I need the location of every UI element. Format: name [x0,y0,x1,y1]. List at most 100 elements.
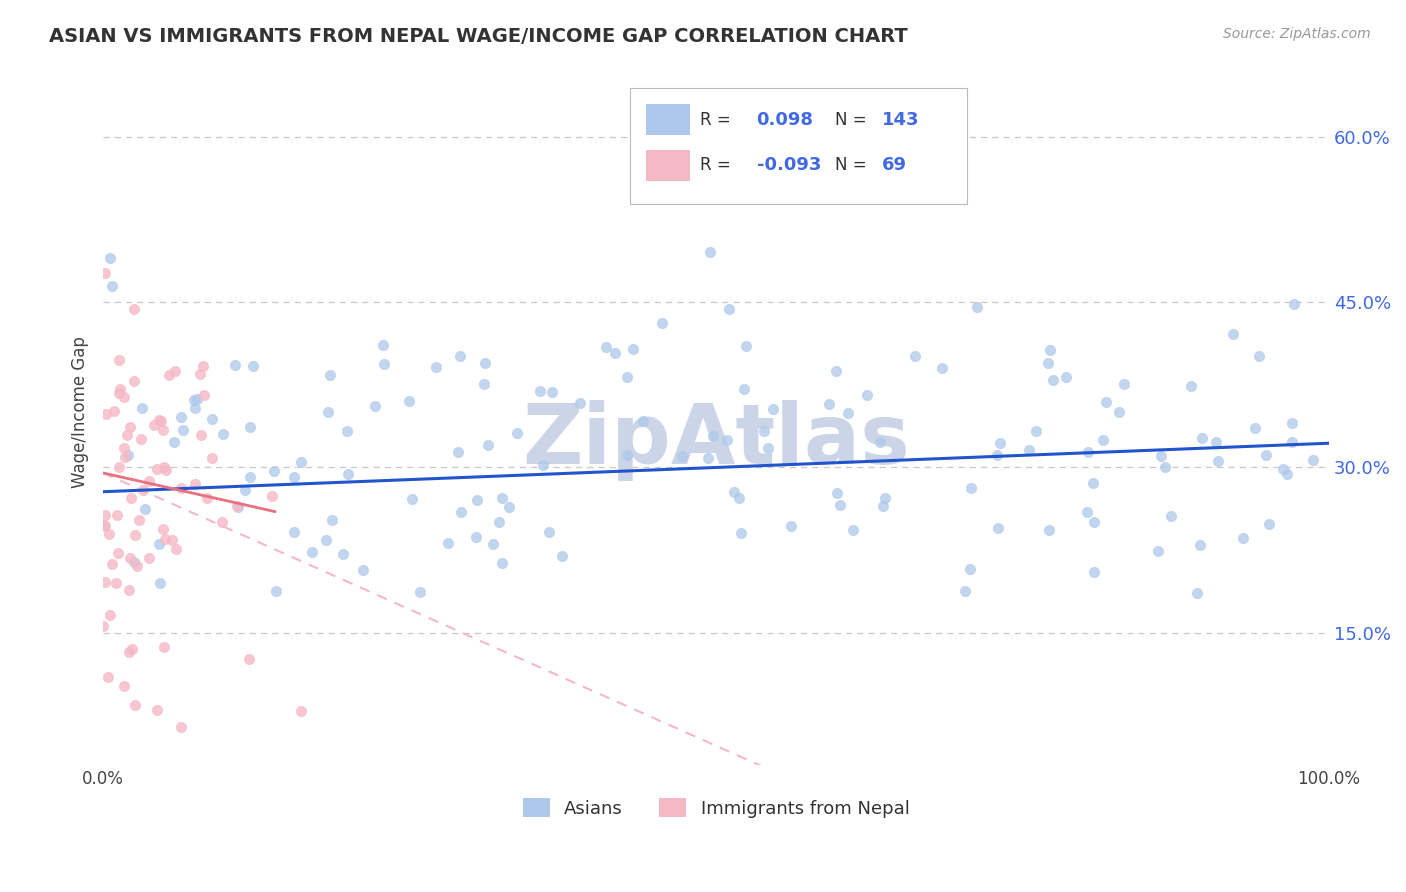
Point [953,584,976,599]
Point [449,349,471,363]
Point [97,670,120,684]
Point [315,533,337,547]
Point [100,279,122,293]
Point [112,679,135,693]
Point [163,434,186,449]
Point [124,698,146,712]
Point [531,458,554,472]
Legend: Asians, Immigrants from Nepal: Asians, Immigrants from Nepal [516,791,917,825]
Point [153,460,176,475]
Point [124,555,146,569]
Point [142,418,165,433]
Point [120,491,142,505]
Point [966,300,988,314]
Point [872,499,894,513]
Point [1108,405,1130,419]
Point [108,382,131,396]
Point [98,526,121,541]
Text: N =: N = [835,111,866,128]
Point [290,704,312,718]
Point [239,470,262,484]
Point [1272,462,1295,476]
Point [193,387,215,401]
Point [131,401,153,415]
Point [631,414,654,428]
Point [723,484,745,499]
Point [283,470,305,484]
Point [117,644,139,658]
Point [1160,509,1182,524]
Point [150,414,173,428]
Point [172,423,194,437]
Point [780,519,803,533]
Point [352,563,374,577]
Point [165,542,187,557]
FancyBboxPatch shape [647,104,690,135]
Point [1054,370,1077,384]
Point [465,530,488,544]
Point [616,370,638,384]
Point [1147,544,1170,558]
Point [107,546,129,560]
Point [138,551,160,566]
Point [1091,434,1114,448]
Point [1284,297,1306,311]
Point [491,491,513,505]
Point [138,474,160,488]
Point [301,545,323,559]
Point [1076,505,1098,519]
Point [754,424,776,438]
Point [112,390,135,404]
Point [1222,326,1244,341]
Point [728,491,751,505]
Text: N =: N = [835,156,866,175]
Point [127,558,149,573]
Text: 143: 143 [882,111,920,128]
Point [316,405,339,419]
Text: -0.093: -0.093 [756,156,821,175]
Point [1025,425,1047,439]
Point [482,537,505,551]
Point [364,399,387,413]
Point [828,498,851,512]
Text: R =: R = [700,156,731,175]
Point [183,401,205,415]
Point [98,251,121,265]
Point [170,409,193,424]
Point [201,412,224,426]
Point [1257,517,1279,532]
Point [1247,349,1270,363]
Point [263,465,285,479]
Point [488,515,510,529]
Point [702,429,724,443]
Text: ASIAN VS IMMIGRANTS FROM NEPAL WAGE/INCOME GAP CORRELATION CHART: ASIAN VS IMMIGRANTS FROM NEPAL WAGE/INCO… [49,27,908,45]
Point [242,359,264,373]
Point [212,426,235,441]
Text: R =: R = [700,111,731,128]
Point [856,388,879,402]
Point [873,491,896,506]
Point [730,525,752,540]
Point [170,481,193,495]
Point [472,376,495,391]
Point [118,582,141,597]
Text: 0.098: 0.098 [756,111,814,128]
Point [733,382,755,396]
Point [100,608,122,623]
Point [149,576,172,591]
Point [186,392,208,406]
Point [108,353,131,368]
Point [1180,379,1202,393]
Point [193,359,215,373]
Point [211,515,233,529]
Point [568,396,591,410]
Point [1189,538,1212,552]
Point [94,407,117,421]
Point [699,245,721,260]
Point [121,641,143,656]
Point [128,512,150,526]
Point [226,499,249,513]
Point [477,438,499,452]
Point [1038,355,1060,369]
Point [447,445,470,459]
